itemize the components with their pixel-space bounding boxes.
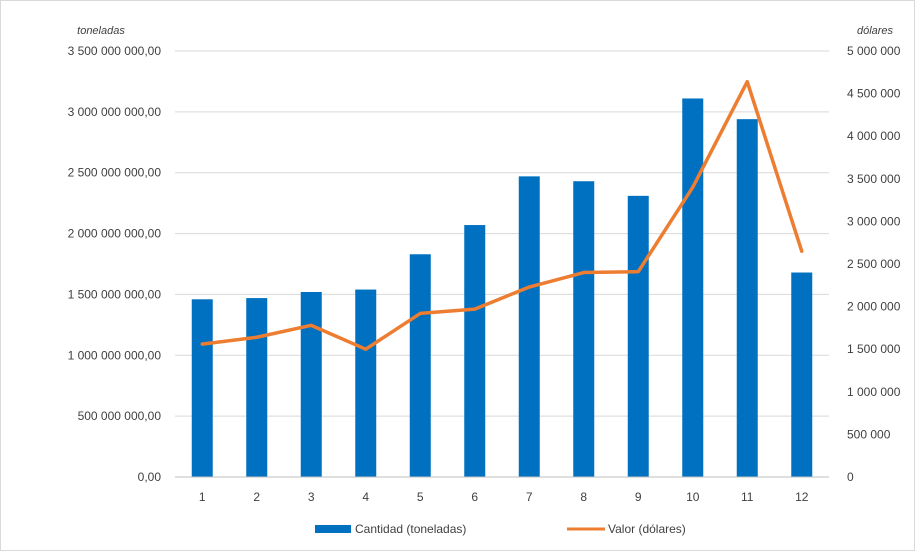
left-tick-label: 1 500 000 000,00: [68, 287, 162, 301]
left-axis-ticks: 0,00 500 000 000,00 1 000 000 000,00 1 500 …: [68, 44, 162, 484]
bar: [518, 176, 540, 477]
left-tick-label: 1 000 000 000,00: [68, 348, 162, 362]
right-tick-label: 5 000 000: [847, 44, 901, 58]
x-tick-label: 4: [362, 490, 369, 504]
right-tick-label: 3 000 000: [847, 214, 901, 228]
bar-series: [191, 98, 813, 478]
right-tick-label: 1 000 000: [847, 385, 901, 399]
right-tick-label: 4 000 000: [847, 129, 901, 143]
x-tick-label: 8: [580, 490, 587, 504]
x-tick-label: 5: [417, 490, 424, 504]
legend: Cantidad (toneladas) Valor (dólares): [315, 522, 686, 536]
right-tick-label: 0: [847, 470, 854, 484]
left-tick-label: 3 500 000 000,00: [68, 44, 162, 58]
value-line: [200, 79, 804, 351]
right-tick-label: 4 500 000: [847, 87, 901, 101]
right-tick-label: 3 500 000: [847, 172, 901, 186]
bar: [627, 195, 649, 477]
line-series: [200, 79, 804, 351]
left-tick-label: 2 500 000 000,00: [68, 166, 162, 180]
right-axis-ticks: 0 500 000 1 000 000 1 500 000 2 000 000 2 500…: [847, 44, 901, 484]
left-tick-label: 0,00: [138, 470, 162, 484]
bar: [191, 299, 213, 477]
bar: [409, 254, 431, 477]
bar: [355, 289, 377, 477]
right-tick-label: 2 000 000: [847, 300, 901, 314]
right-tick-label: 1 500 000: [847, 342, 901, 356]
x-tick-label: 2: [253, 490, 260, 504]
bar: [791, 272, 813, 477]
bar: [246, 298, 268, 477]
right-tick-label: 2 500 000: [847, 257, 901, 271]
x-tick-label: 7: [526, 490, 533, 504]
bar: [736, 119, 758, 477]
x-axis-ticks: 1 2 3 4 5 6 7 8 9 10 11 12: [199, 490, 809, 504]
bar: [682, 98, 704, 478]
legend-label-line: Valor (dólares): [608, 522, 686, 536]
right-tick-label: 500 000: [847, 427, 891, 441]
legend-swatch-bars: [315, 525, 351, 533]
gridlines: [175, 50, 829, 417]
bar: [300, 291, 322, 477]
x-tick-label: 1: [199, 490, 206, 504]
left-tick-label: 2 000 000 000,00: [68, 227, 162, 241]
bar: [573, 181, 595, 477]
left-tick-label: 3 000 000 000,00: [68, 105, 162, 119]
x-tick-label: 12: [795, 490, 809, 504]
x-tick-label: 6: [471, 490, 478, 504]
x-tick-label: 9: [635, 490, 642, 504]
right-axis-title: dólares: [857, 25, 894, 37]
x-tick-label: 10: [686, 490, 700, 504]
x-tick-label: 3: [308, 490, 315, 504]
x-tick-label: 11: [741, 490, 754, 504]
left-axis-title: toneladas: [77, 25, 125, 37]
left-tick-label: 500 000 000,00: [78, 409, 162, 423]
legend-label-bars: Cantidad (toneladas): [355, 522, 466, 536]
bar: [464, 225, 486, 477]
